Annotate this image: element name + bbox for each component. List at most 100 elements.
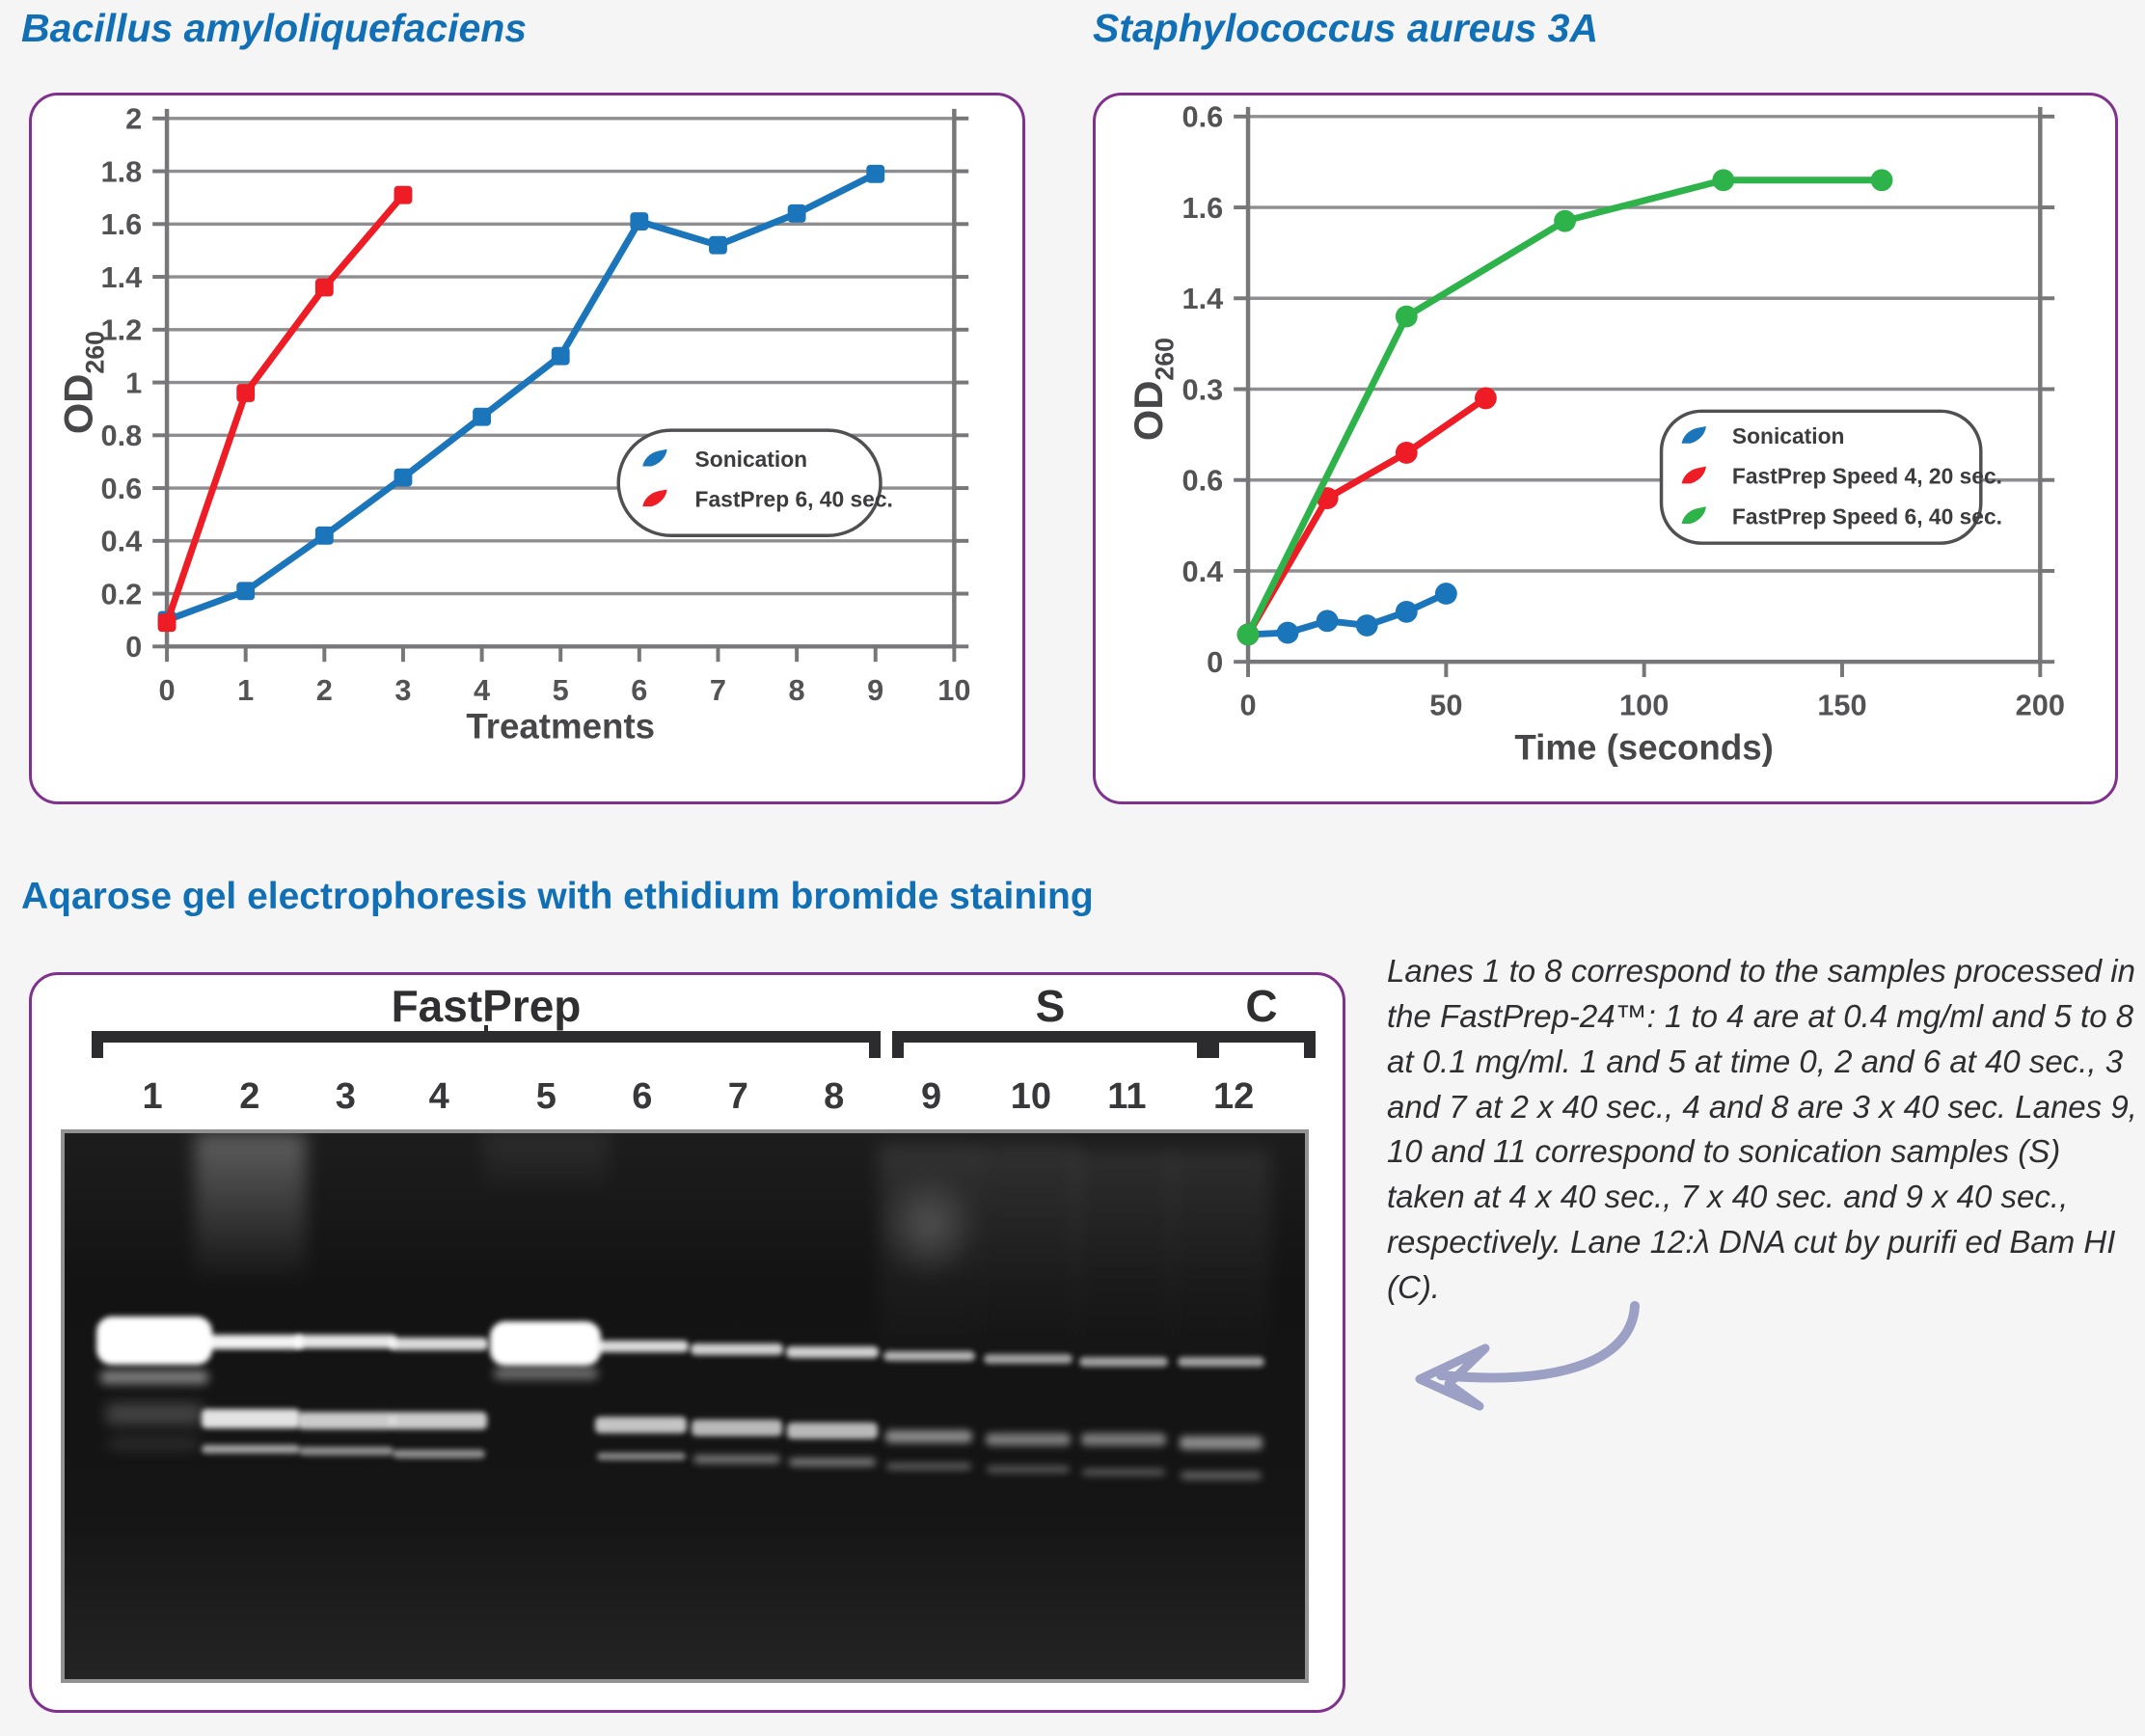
svg-text:1.6: 1.6 (1182, 191, 1224, 225)
gel-band (986, 1433, 1072, 1447)
svg-text:0.6: 0.6 (1182, 100, 1224, 134)
gel-band (295, 1335, 397, 1349)
svg-text:9: 9 (921, 1076, 941, 1117)
gel-lane-smear (1170, 1149, 1272, 1379)
svg-text:150: 150 (1817, 689, 1866, 722)
gel-band (105, 1403, 203, 1425)
gel-section-title: Aqarose gel electrophoresis with ethidiu… (21, 876, 1094, 917)
svg-text:2: 2 (125, 102, 142, 136)
svg-text:0.8: 0.8 (101, 419, 143, 452)
gel-band (595, 1417, 688, 1434)
svg-text:Treatments: Treatments (466, 707, 655, 746)
gel-band (95, 1316, 212, 1365)
gel-band (1082, 1469, 1166, 1477)
svg-text:OD260: OD260 (56, 331, 110, 434)
gel-band (297, 1411, 394, 1429)
gel-card: FastPrep S C 1 2 3 4 5 6 7 8 9 10 11 12 (29, 972, 1345, 1713)
chart1-title: Bacillus amyloliquefaciens (21, 6, 528, 50)
svg-text:5: 5 (553, 673, 569, 707)
gel-lane-smear (878, 1144, 980, 1374)
svg-text:7: 7 (710, 673, 726, 707)
gel-band (108, 1438, 201, 1449)
svg-text:1.4: 1.4 (1182, 282, 1224, 315)
svg-text:100: 100 (1619, 689, 1669, 722)
gel-lane-smear (977, 1144, 1079, 1374)
gel-band (198, 1335, 303, 1350)
gel-band (99, 1370, 208, 1385)
gel-caption: Lanes 1 to 8 correspond to the samples p… (1387, 953, 2137, 1306)
gel-band (789, 1457, 877, 1466)
gel-band (490, 1321, 602, 1367)
svg-text:1: 1 (125, 366, 142, 399)
gel-band (1177, 1357, 1264, 1368)
gel-band (1079, 1357, 1169, 1368)
svg-text:12: 12 (1213, 1076, 1254, 1117)
svg-text:10: 10 (1011, 1076, 1051, 1117)
svg-text:1: 1 (237, 673, 254, 707)
svg-text:0.6: 0.6 (101, 472, 143, 505)
gel-image (61, 1129, 1309, 1683)
gel-band (1179, 1436, 1263, 1451)
svg-text:8: 8 (824, 1076, 844, 1117)
svg-text:2: 2 (239, 1076, 259, 1117)
svg-text:0: 0 (159, 673, 176, 707)
svg-text:3: 3 (336, 1076, 356, 1117)
gel-lane-smear (1072, 1149, 1175, 1379)
svg-text:11: 11 (1107, 1076, 1146, 1117)
svg-text:1.6: 1.6 (101, 207, 143, 241)
svg-text:0: 0 (1239, 689, 1256, 722)
svg-text:4: 4 (429, 1076, 449, 1117)
gel-band (493, 1368, 598, 1380)
gel-band (984, 1354, 1073, 1365)
staph-chart-card: 0.6 1.6 1.4 0.3 0.6 0.4 0 0 50 100 150 200 Time (sec… (1093, 93, 2118, 804)
svg-text:200: 200 (2016, 689, 2065, 722)
svg-text:8: 8 (789, 673, 805, 707)
gel-band (201, 1408, 300, 1428)
svg-text:Time (seconds): Time (seconds) (1514, 727, 1773, 767)
svg-text:9: 9 (867, 673, 883, 707)
bacillus-chart-canvas: 2 1.8 1.6 1.4 1.2 1 0.8 0.6 0.4 0.2 00 1 2 3 4 5 6 7 8 9 10 T… (56, 102, 971, 746)
svg-text:0.2: 0.2 (101, 577, 143, 610)
svg-text:2: 2 (316, 673, 333, 707)
svg-text:0.4: 0.4 (101, 525, 143, 558)
svg-text:4: 4 (474, 673, 490, 707)
svg-text:FastPrep Speed 6, 40 sec.: FastPrep Speed 6, 40 sec. (1732, 503, 2002, 529)
gel-band (1081, 1433, 1167, 1447)
gel-band (882, 1351, 975, 1362)
svg-text:Sonication: Sonication (695, 447, 808, 472)
gel-band (787, 1422, 879, 1439)
gel-lane-smear (878, 1171, 980, 1281)
gel-band (691, 1343, 783, 1355)
svg-text:10: 10 (937, 673, 970, 707)
svg-text:FastPrep 6, 40 sec.: FastPrep 6, 40 sec. (695, 487, 893, 512)
gel-band (1180, 1471, 1262, 1479)
chart2-title: Staphylococcus aureus 3A (1093, 6, 1599, 50)
svg-text:FastPrep Speed 4, 20 sec.: FastPrep Speed 4, 20 sec. (1732, 464, 2002, 489)
svg-text:1.4: 1.4 (101, 260, 143, 294)
gel-lane-smear (482, 1133, 609, 1199)
svg-text:7: 7 (728, 1076, 748, 1117)
svg-text:0.4: 0.4 (1182, 555, 1224, 588)
svg-text:1.2: 1.2 (101, 313, 143, 347)
svg-text:FastPrep: FastPrep (392, 981, 582, 1031)
gel-band (692, 1420, 782, 1437)
gel-band (596, 1452, 686, 1461)
svg-text:0: 0 (1207, 645, 1223, 679)
gel-band (786, 1345, 880, 1358)
svg-text:3: 3 (394, 673, 411, 707)
bacillus-chart-card: 2 1.8 1.6 1.4 1.2 1 0.8 0.6 0.4 0.2 0 0 1 2 3 4 5 6 7 8 9 10 T… (29, 93, 1025, 804)
svg-text:6: 6 (631, 673, 647, 707)
gel-band (393, 1450, 486, 1459)
svg-text:Sonication: Sonication (1732, 423, 1845, 448)
gel-band (885, 1430, 973, 1444)
svg-text:1: 1 (142, 1076, 162, 1117)
svg-text:0.3: 0.3 (1182, 372, 1224, 406)
gel-band (391, 1411, 488, 1429)
svg-text:50: 50 (1429, 689, 1462, 722)
svg-text:C: C (1245, 981, 1277, 1031)
svg-text:0.6: 0.6 (1182, 464, 1224, 498)
svg-text:S: S (1036, 981, 1066, 1031)
gel-band (390, 1338, 489, 1351)
svg-text:1.8: 1.8 (101, 154, 143, 188)
